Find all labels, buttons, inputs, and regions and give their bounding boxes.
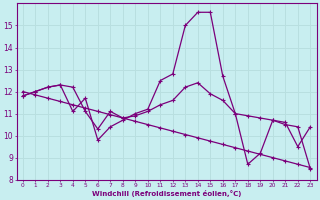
X-axis label: Windchill (Refroidissement éolien,°C): Windchill (Refroidissement éolien,°C) bbox=[92, 190, 241, 197]
